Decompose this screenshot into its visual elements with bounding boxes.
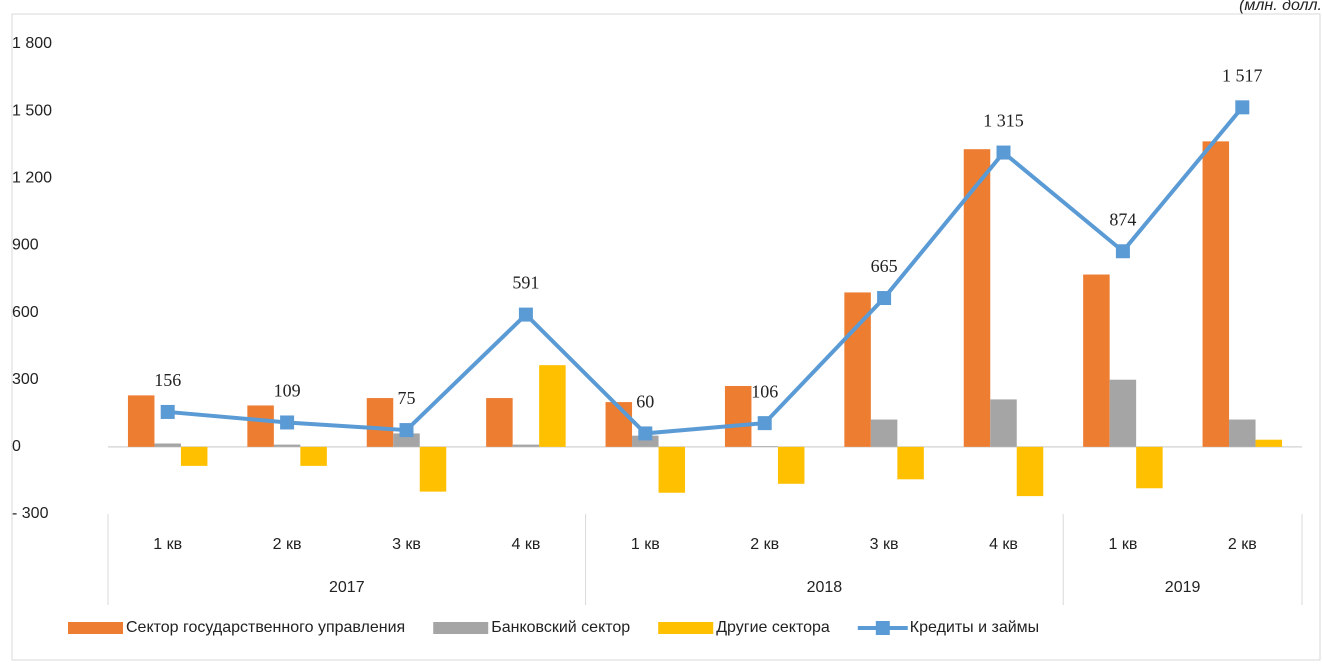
x-tick-label: 1 кв (1108, 536, 1137, 553)
x-tick-label: 3 кв (392, 536, 421, 553)
bar (180, 446, 208, 466)
data-label: 591 (512, 273, 539, 293)
line-marker (996, 145, 1011, 160)
bar (870, 419, 898, 447)
bar (724, 385, 752, 447)
bar (751, 446, 778, 447)
bar (273, 444, 301, 447)
bar (1136, 446, 1163, 489)
data-label: 1 517 (1222, 65, 1263, 85)
line-marker (1235, 100, 1250, 115)
line-marker (1115, 244, 1130, 259)
group-label: 2017 (329, 579, 365, 596)
data-label: 665 (871, 256, 898, 276)
bar (777, 446, 805, 484)
x-tick-label: 4 кв (511, 536, 540, 553)
bar (300, 446, 327, 466)
x-tick-label: 4 кв (989, 536, 1018, 553)
data-label: 874 (1109, 209, 1136, 229)
bar (1255, 439, 1283, 447)
bar (1229, 419, 1256, 447)
y-tick-label: 0 (12, 438, 21, 455)
line-marker (280, 415, 295, 430)
data-label: 109 (274, 381, 301, 401)
bar (1202, 141, 1230, 447)
bar (1016, 446, 1044, 497)
legend-label: Другие сектора (716, 619, 830, 636)
bar (154, 443, 181, 447)
group-label: 2019 (1165, 579, 1201, 596)
y-tick-label: 600 (12, 304, 39, 321)
x-tick-label: 2 кв (1228, 536, 1257, 553)
data-label: 156 (154, 370, 181, 390)
data-label: 75 (398, 388, 416, 408)
bar (486, 398, 513, 447)
bar (1083, 274, 1110, 447)
legend-label: Банковский сектор (491, 619, 630, 636)
bar (419, 446, 447, 492)
y-tick-label: 1 200 (12, 170, 52, 187)
x-tick-label: 2 кв (273, 536, 302, 553)
data-label: 1 315 (983, 111, 1024, 131)
bar (512, 444, 540, 447)
data-label: 106 (751, 381, 778, 401)
x-tick-label: 1 кв (631, 536, 660, 553)
legend-label: Сектор государственного управления (126, 619, 405, 636)
bar (127, 395, 155, 447)
y-tick-label: 300 (12, 371, 39, 388)
bar (539, 365, 566, 447)
line-marker (638, 426, 653, 441)
y-tick-label: - 300 (12, 505, 49, 522)
legend-swatch (433, 622, 489, 634)
y-tick-label: 1 800 (12, 35, 52, 52)
chart-frame (11, 13, 1321, 661)
legend-label: Кредиты и займы (910, 619, 1039, 636)
x-tick-label: 3 кв (870, 536, 899, 553)
x-tick-label: 2 кв (750, 536, 779, 553)
bar (632, 435, 659, 447)
y-tick-label: 1 500 (12, 102, 52, 119)
bar (990, 399, 1017, 447)
legend-swatch (658, 622, 714, 634)
bar (963, 149, 991, 447)
line-marker (160, 404, 175, 419)
line-marker (757, 416, 772, 431)
legend-swatch (68, 622, 123, 634)
y-tick-label: 900 (12, 237, 39, 254)
line (167, 106, 1244, 436)
unit-note: (млн. долл. (1239, 0, 1322, 14)
group-label: 2018 (807, 579, 843, 596)
line-marker (399, 423, 414, 438)
bar (1109, 379, 1137, 447)
x-tick-label: 1 кв (153, 536, 182, 553)
line-marker (877, 291, 892, 306)
bar (897, 446, 924, 480)
bar (366, 398, 394, 447)
data-label: 60 (636, 392, 654, 412)
legend-swatch (875, 621, 890, 635)
bar (247, 405, 274, 447)
bar (658, 446, 686, 493)
line-marker (518, 307, 533, 322)
